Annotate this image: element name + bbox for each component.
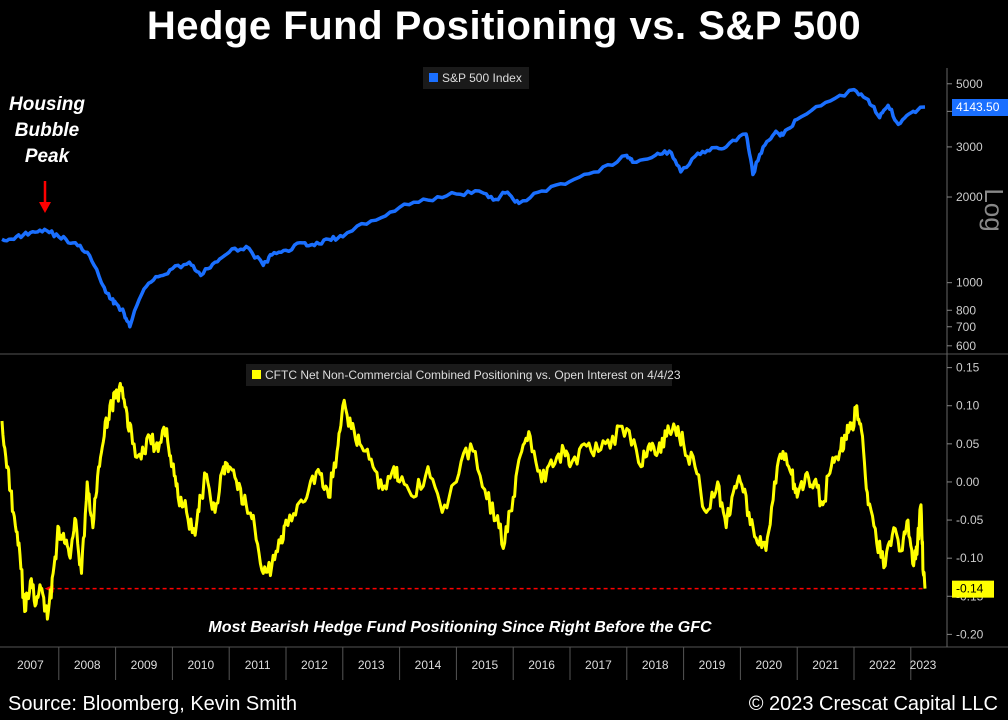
- spx-legend-swatch: [429, 73, 438, 82]
- x-tick-label: 2007: [17, 658, 44, 672]
- x-axis: 2007 2008 2009 2010 2011 2012 2013 2014 2015 2016…: [17, 647, 937, 680]
- chart-title: Hedge Fund Positioning vs. S&P 500: [146, 4, 862, 48]
- spx-ytick-label: 800: [956, 303, 976, 317]
- x-tick-label: 2010: [187, 658, 214, 672]
- cftc-legend-swatch: [252, 370, 261, 379]
- x-tick-label: 2017: [585, 658, 612, 672]
- housing-annotation-line-3: Peak: [25, 146, 71, 167]
- cftc-ytick-label: 0.15: [956, 361, 980, 375]
- spx-yaxis: 60070080010002000300040005000: [947, 77, 983, 353]
- spx-series-line: [1, 87, 926, 329]
- x-tick-label: 2018: [642, 658, 669, 672]
- housing-arrow-head: [39, 202, 51, 213]
- cftc-last-value: -0.14: [956, 582, 984, 596]
- spx-ytick-label: 1000: [956, 276, 983, 290]
- x-tick-label: 2020: [755, 658, 782, 672]
- log-scale-label: Log: [979, 188, 1008, 231]
- housing-annotation-line-1: Housing: [9, 94, 85, 115]
- spx-legend-box: [423, 67, 529, 89]
- cftc-last-badge: -0.14: [952, 580, 994, 598]
- spx-last-badge-box: [952, 98, 1008, 116]
- x-tick-label: 2011: [245, 658, 271, 672]
- x-tick-label: 2012: [301, 658, 328, 672]
- x-tick-label: 2023: [910, 658, 937, 672]
- cftc-yaxis: -0.20-0.15-0.10-0.050.000.050.100.15: [947, 361, 984, 641]
- x-tick-label: 2019: [699, 658, 726, 672]
- cftc-ytick-label: -0.10: [956, 551, 984, 565]
- spx-last-badge: 4143.50: [952, 98, 1008, 116]
- spx-ytick-label: 700: [956, 320, 976, 334]
- cftc-legend-label: CFTC Net Non-Commercial Combined Positio…: [265, 368, 681, 382]
- cftc-ytick-label: -0.05: [956, 513, 984, 527]
- copyright-note: © 2023 Crescat Capital LLC: [748, 693, 998, 715]
- cftc-ytick-label: 0.05: [956, 437, 980, 451]
- x-tick-label: 2016: [528, 658, 555, 672]
- spx-ytick-label: 3000: [956, 140, 983, 154]
- x-tick-label: 2013: [358, 658, 385, 672]
- x-tick-label: 2015: [471, 658, 498, 672]
- cftc-last-badge-box: [952, 580, 994, 598]
- housing-peak-annotation: Housing Bubble Peak: [9, 94, 85, 213]
- x-tick-label: 2021: [812, 658, 839, 672]
- source-note: Source: Bloomberg, Kevin Smith: [8, 693, 298, 715]
- x-tick-label: 2014: [415, 658, 442, 672]
- spx-last-value: 4143.50: [956, 100, 1000, 114]
- cftc-series-line: [0, 381, 927, 621]
- x-tick-label: 2009: [131, 658, 158, 672]
- x-tick-label: 2008: [74, 658, 101, 672]
- x-tick-label: 2022: [869, 658, 896, 672]
- spx-legend-label: S&P 500 Index: [442, 71, 522, 85]
- cftc-ytick-label: -0.20: [956, 627, 984, 641]
- cftc-legend: CFTC Net Non-Commercial Combined Positio…: [246, 364, 681, 386]
- spx-ytick-label: 2000: [956, 190, 983, 204]
- spx-panel: 60070080010002000300040005000 Log S&P 50…: [1, 67, 1008, 353]
- cftc-legend-box: [246, 364, 672, 386]
- housing-annotation-line-2: Bubble: [15, 120, 80, 141]
- bearish-annotation: Most Bearish Hedge Fund Positioning Sinc…: [208, 619, 712, 636]
- chart-canvas: 60070080010002000300040005000 Log S&P 50…: [0, 67, 1008, 680]
- spx-legend: S&P 500 Index: [423, 67, 529, 89]
- cftc-panel: -0.20-0.15-0.10-0.050.000.050.100.15 CFT…: [0, 361, 994, 641]
- cftc-ytick-label: 0.00: [956, 475, 980, 489]
- spx-ytick-label: 600: [956, 339, 976, 353]
- cftc-ytick-label: 0.10: [956, 399, 980, 413]
- spx-ytick-label: 5000: [956, 77, 983, 91]
